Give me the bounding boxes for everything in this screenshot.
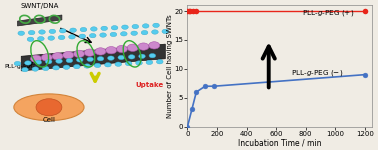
Circle shape [48, 36, 54, 40]
Circle shape [53, 66, 59, 70]
Circle shape [39, 30, 45, 34]
Circle shape [49, 29, 56, 34]
Text: PLL-$g$-PEG (+): PLL-$g$-PEG (+) [302, 8, 354, 18]
Circle shape [127, 44, 138, 51]
Circle shape [84, 49, 95, 56]
Circle shape [139, 54, 145, 58]
Circle shape [31, 55, 42, 62]
Circle shape [97, 57, 104, 61]
Circle shape [162, 29, 169, 34]
Circle shape [128, 55, 135, 59]
Circle shape [56, 59, 62, 63]
Circle shape [73, 64, 80, 69]
Circle shape [149, 42, 160, 49]
Circle shape [63, 51, 74, 59]
Circle shape [63, 65, 70, 69]
Circle shape [58, 35, 65, 40]
Circle shape [95, 48, 106, 55]
Circle shape [115, 62, 122, 66]
Circle shape [125, 61, 132, 66]
Circle shape [25, 61, 31, 65]
Circle shape [14, 61, 21, 66]
Circle shape [116, 45, 127, 53]
Circle shape [87, 57, 93, 61]
Circle shape [138, 43, 149, 50]
Text: Cell: Cell [42, 117, 56, 123]
Circle shape [27, 37, 34, 42]
Circle shape [153, 23, 160, 27]
Circle shape [28, 30, 35, 35]
Circle shape [122, 25, 128, 29]
Circle shape [89, 33, 96, 38]
Circle shape [105, 63, 111, 67]
Circle shape [52, 53, 63, 60]
Circle shape [45, 60, 52, 64]
Circle shape [69, 35, 75, 39]
Polygon shape [21, 44, 165, 71]
Circle shape [108, 56, 114, 60]
X-axis label: Incubation Time / min: Incubation Time / min [238, 138, 322, 147]
Circle shape [42, 66, 49, 71]
Circle shape [118, 55, 125, 60]
Circle shape [90, 27, 97, 31]
Ellipse shape [14, 94, 84, 121]
Circle shape [100, 33, 106, 37]
Circle shape [76, 58, 83, 62]
Circle shape [141, 30, 148, 35]
Circle shape [131, 31, 138, 35]
Circle shape [80, 27, 87, 32]
Circle shape [35, 60, 42, 64]
Circle shape [152, 30, 158, 34]
Text: SWNT/DNA: SWNT/DNA [20, 3, 59, 9]
Circle shape [59, 29, 66, 33]
Text: PLL-$g$-PEG (−): PLL-$g$-PEG (−) [291, 68, 343, 78]
Circle shape [73, 50, 85, 57]
Circle shape [101, 26, 107, 31]
Circle shape [143, 24, 149, 28]
Circle shape [84, 64, 90, 68]
Circle shape [37, 36, 44, 41]
Circle shape [156, 60, 163, 64]
Circle shape [111, 26, 118, 30]
Circle shape [32, 67, 39, 71]
Circle shape [70, 28, 76, 32]
Circle shape [121, 32, 127, 36]
Circle shape [94, 63, 101, 68]
Polygon shape [17, 15, 62, 26]
Circle shape [18, 31, 25, 35]
Circle shape [146, 60, 153, 64]
Circle shape [149, 54, 156, 58]
Text: PLL-g-PEG: PLL-g-PEG [5, 64, 36, 69]
Circle shape [66, 58, 73, 63]
Circle shape [136, 61, 143, 65]
Circle shape [110, 32, 117, 37]
Circle shape [41, 54, 52, 61]
Circle shape [106, 46, 117, 54]
Circle shape [79, 34, 86, 38]
Circle shape [36, 99, 62, 116]
Y-axis label: Number of Cell having SWNTs: Number of Cell having SWNTs [167, 14, 173, 118]
Text: Uptake: Uptake [136, 82, 164, 88]
Circle shape [22, 68, 28, 72]
Circle shape [132, 24, 139, 29]
